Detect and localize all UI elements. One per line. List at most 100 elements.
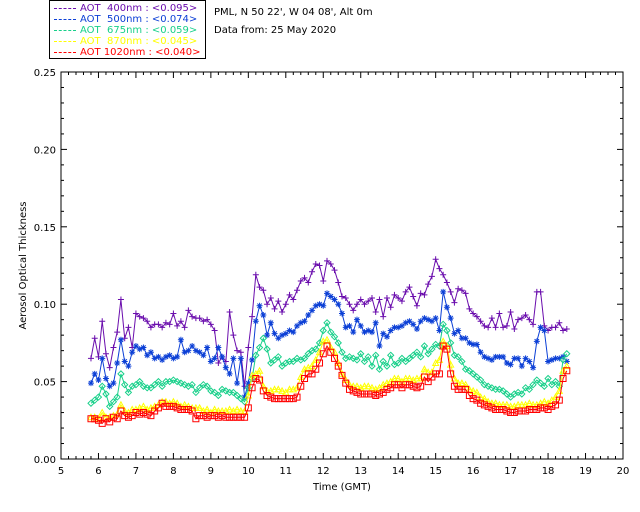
data-point (102, 415, 110, 423)
legend-label: AOT 870nm : <0.045> (80, 36, 198, 47)
data-point (106, 364, 113, 371)
data-point (349, 354, 357, 363)
data-point (339, 293, 345, 300)
data-point (560, 327, 567, 334)
data-point (402, 288, 409, 295)
data-point (255, 366, 264, 374)
legend-label: AOT 675nm : <0.059> (80, 25, 198, 36)
data-point (353, 382, 361, 390)
x-tick-label: 9 (208, 466, 214, 477)
series-1 (87, 256, 570, 390)
data-point (477, 399, 485, 407)
data-point (95, 377, 102, 384)
x-tick-label: 7 (133, 466, 139, 477)
data-point (551, 377, 560, 386)
data-point (548, 356, 555, 363)
data-point (488, 384, 496, 392)
data-point (215, 360, 222, 367)
x-tick-label: 6 (95, 466, 101, 477)
data-point (484, 402, 492, 410)
data-point (361, 301, 368, 308)
data-point (338, 371, 346, 379)
data-point (327, 293, 334, 300)
data-point (476, 376, 485, 384)
data-point (410, 321, 417, 328)
data-point (376, 296, 383, 303)
data-point (195, 403, 204, 411)
data-point (278, 386, 286, 394)
data-point (203, 405, 211, 413)
data-point (87, 355, 94, 362)
data-point (120, 406, 129, 415)
data-point (173, 404, 181, 412)
data-point (136, 346, 143, 353)
data-point (143, 410, 151, 418)
data-point (233, 405, 241, 413)
data-point (98, 408, 107, 416)
data-point (395, 324, 402, 331)
data-point (339, 310, 345, 317)
data-point (207, 321, 214, 328)
data-point (435, 370, 443, 378)
data-point (140, 315, 147, 322)
legend-swatch (54, 18, 76, 20)
data-point (473, 373, 481, 381)
data-point (555, 396, 563, 404)
data-point (316, 262, 323, 269)
data-point (155, 353, 162, 360)
data-point (91, 415, 99, 423)
data-point (563, 367, 571, 375)
data-point (458, 357, 466, 366)
data-point (495, 385, 504, 394)
data-point (274, 385, 283, 393)
data-point (500, 353, 507, 360)
data-point (312, 260, 319, 267)
data-point (252, 375, 260, 383)
data-point (189, 313, 196, 320)
data-point (195, 384, 204, 392)
series-3 (87, 319, 571, 411)
data-point (278, 362, 286, 370)
data-point (503, 322, 510, 329)
data-point (294, 287, 301, 294)
data-point (139, 409, 147, 417)
location-text: PML, N 50 22', W 04 08', Alt 0m (214, 7, 373, 18)
data-point (428, 273, 435, 280)
data-point (233, 391, 241, 400)
data-point (480, 401, 488, 409)
data-point (536, 379, 545, 387)
data-point (428, 318, 435, 325)
data-point (256, 284, 263, 291)
data-point (515, 355, 522, 362)
data-point (522, 312, 529, 319)
legend-swatch (54, 51, 76, 53)
y-tick-label: 0.25 (34, 68, 56, 79)
data-point (169, 402, 177, 410)
data-point (395, 295, 402, 302)
data-point (218, 406, 226, 415)
data-point (305, 279, 312, 286)
data-point (368, 390, 376, 398)
data-point (424, 368, 433, 376)
data-point (420, 373, 428, 381)
y-tick-label: 0.05 (34, 378, 56, 389)
data-point (409, 351, 417, 359)
data-point (379, 357, 387, 366)
data-point (563, 325, 570, 332)
data-point (166, 321, 173, 328)
series-2 (87, 288, 570, 401)
data-point (121, 358, 128, 365)
data-point (345, 385, 353, 393)
data-point (139, 402, 148, 410)
data-point (319, 326, 327, 335)
data-point (301, 318, 308, 325)
y-tick-label: 0.10 (34, 300, 56, 311)
data-point (252, 271, 259, 278)
data-point (260, 287, 267, 294)
data-point (312, 302, 319, 309)
data-point (409, 382, 417, 390)
data-point (275, 335, 282, 342)
data-point (244, 404, 252, 412)
data-point (420, 342, 429, 350)
